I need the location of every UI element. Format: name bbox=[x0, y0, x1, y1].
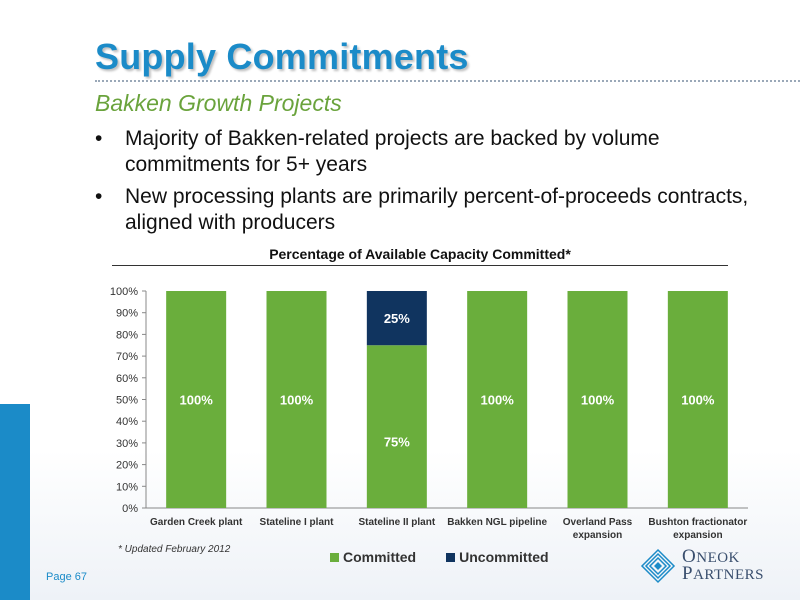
data-label: 75% bbox=[384, 435, 410, 450]
data-label: 100% bbox=[280, 393, 314, 408]
y-tick-label: 0% bbox=[122, 503, 138, 515]
legend-swatch-uncommitted bbox=[446, 552, 456, 562]
x-tick-label: expansion bbox=[673, 530, 722, 541]
bullet-text: Majority of Bakken-related projects are … bbox=[125, 127, 660, 176]
footnote: * Updated February 2012 bbox=[118, 544, 231, 555]
slide-subtitle: Bakken Growth Projects bbox=[95, 90, 342, 116]
bar-committed bbox=[366, 345, 427, 508]
data-label: 100% bbox=[180, 393, 214, 408]
data-label: 25% bbox=[384, 311, 410, 326]
logo-text: ARTNERS bbox=[693, 567, 765, 583]
bar-committed bbox=[266, 291, 327, 508]
bullet-item: • Majority of Bakken-related projects ar… bbox=[95, 126, 785, 178]
company-logo: ONEOK PARTNERS bbox=[640, 546, 765, 584]
x-tick-label: Stateline I plant bbox=[260, 517, 335, 528]
data-label: 100% bbox=[481, 393, 515, 408]
y-tick-label: 20% bbox=[116, 460, 138, 472]
slide-title: Supply Commitments bbox=[95, 36, 469, 77]
x-tick-label: Bakken NGL pipeline bbox=[447, 517, 547, 528]
bullet-icon: • bbox=[95, 127, 103, 150]
bar-committed bbox=[467, 291, 528, 508]
y-tick-label: 30% bbox=[116, 438, 138, 450]
y-tick-label: 50% bbox=[116, 395, 138, 407]
legend-label-committed: Committed bbox=[343, 549, 417, 565]
y-tick-label: 90% bbox=[116, 308, 138, 320]
bar-committed bbox=[166, 291, 227, 508]
x-tick-label: Bushton fractionator bbox=[648, 517, 747, 528]
y-tick-label: 80% bbox=[116, 329, 138, 341]
page-number: Page 67 bbox=[46, 571, 87, 583]
logo-icon bbox=[640, 548, 676, 584]
logo-initial: O bbox=[682, 546, 697, 567]
bullet-text: New processing plants are primarily perc… bbox=[125, 185, 749, 234]
chart-title-divider bbox=[112, 265, 728, 266]
x-tick-label: Garden Creek plant bbox=[150, 517, 243, 528]
y-tick-label: 100% bbox=[110, 286, 138, 298]
y-tick-label: 10% bbox=[116, 481, 138, 493]
x-tick-label: Overland Pass bbox=[563, 517, 633, 528]
legend-item-uncommitted: Uncommitted bbox=[446, 549, 549, 565]
bar-committed bbox=[567, 291, 628, 508]
legend-label-uncommitted: Uncommitted bbox=[459, 549, 549, 565]
logo-wordmark: ONEOK PARTNERS bbox=[682, 546, 765, 584]
bar-committed bbox=[667, 291, 728, 508]
y-tick-label: 40% bbox=[116, 416, 138, 428]
chart-title: Percentage of Available Capacity Committ… bbox=[269, 246, 571, 262]
x-tick-label: expansion bbox=[573, 530, 622, 541]
data-label: 100% bbox=[681, 393, 715, 408]
bullet-icon: • bbox=[95, 185, 103, 208]
chart-legend: Committed Uncommitted bbox=[330, 549, 549, 565]
y-tick-label: 60% bbox=[116, 373, 138, 385]
legend-item-committed: Committed bbox=[330, 549, 416, 565]
left-accent-bar bbox=[0, 404, 30, 600]
bullet-list: • Majority of Bakken-related projects ar… bbox=[95, 126, 785, 242]
logo-initial: P bbox=[682, 563, 694, 584]
title-divider bbox=[95, 80, 800, 82]
y-tick-label: 70% bbox=[116, 351, 138, 363]
bullet-item: • New processing plants are primarily pe… bbox=[95, 184, 785, 236]
legend-swatch-committed bbox=[330, 552, 339, 562]
x-tick-label: Stateline II plant bbox=[358, 517, 435, 528]
logo-text: NEOK bbox=[696, 550, 740, 566]
data-label: 100% bbox=[581, 393, 615, 408]
bar-uncommitted bbox=[366, 291, 427, 346]
